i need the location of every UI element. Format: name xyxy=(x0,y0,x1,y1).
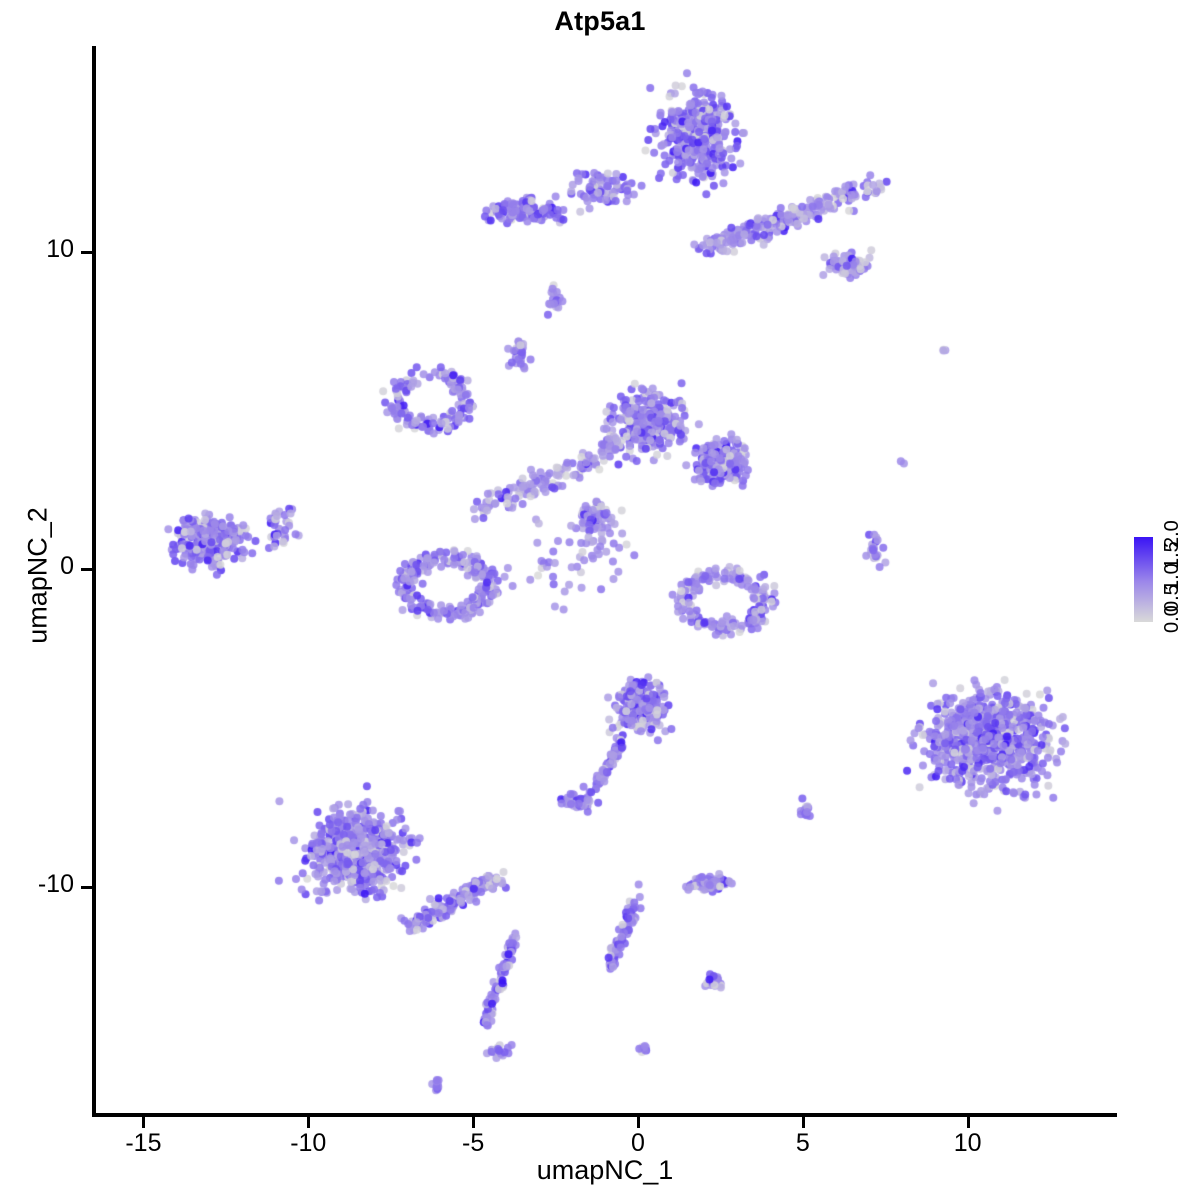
x-tick-mark xyxy=(966,1117,970,1128)
scatter-points-layer xyxy=(94,46,1116,1115)
legend-tick-mark xyxy=(1153,579,1157,582)
y-axis-label: umapNC_2 xyxy=(22,507,53,644)
legend-tick-mark xyxy=(1153,537,1157,539)
x-tick-mark xyxy=(472,1117,476,1128)
x-axis-label: umapNC_1 xyxy=(536,1155,674,1185)
plot-panel xyxy=(94,46,1116,1115)
color-legend: 2.0 1.5 1.0 0.5 0.0 xyxy=(1130,520,1200,640)
y-tick-label: 0 xyxy=(60,552,74,581)
y-tick-mark xyxy=(81,251,92,255)
legend-tick-mark xyxy=(1153,622,1157,624)
legend-tick-label: 0.0 xyxy=(1161,605,1183,633)
y-tick-label: -10 xyxy=(37,869,74,898)
x-tick-mark xyxy=(801,1117,805,1128)
x-tick-label: 10 xyxy=(953,1129,982,1157)
x-axis-line xyxy=(92,1113,1117,1117)
y-tick-label: 10 xyxy=(46,235,74,264)
legend-tick-mark xyxy=(1153,600,1157,603)
x-tick-label: 0 xyxy=(631,1129,645,1157)
x-tick-label: -5 xyxy=(462,1129,485,1157)
legend-colorbar xyxy=(1134,537,1153,622)
page-title: Atp5a1 xyxy=(554,6,646,36)
x-tick-mark xyxy=(636,1117,640,1128)
x-tick-label: -15 xyxy=(125,1129,162,1157)
y-tick-mark xyxy=(81,568,92,572)
x-tick-label: -10 xyxy=(290,1129,327,1157)
x-tick-label: 5 xyxy=(795,1129,810,1157)
x-tick-mark xyxy=(307,1117,311,1128)
legend-tick-mark xyxy=(1153,558,1157,561)
y-axis-line xyxy=(92,46,96,1117)
x-tick-mark xyxy=(142,1117,146,1128)
y-tick-mark xyxy=(81,885,92,889)
